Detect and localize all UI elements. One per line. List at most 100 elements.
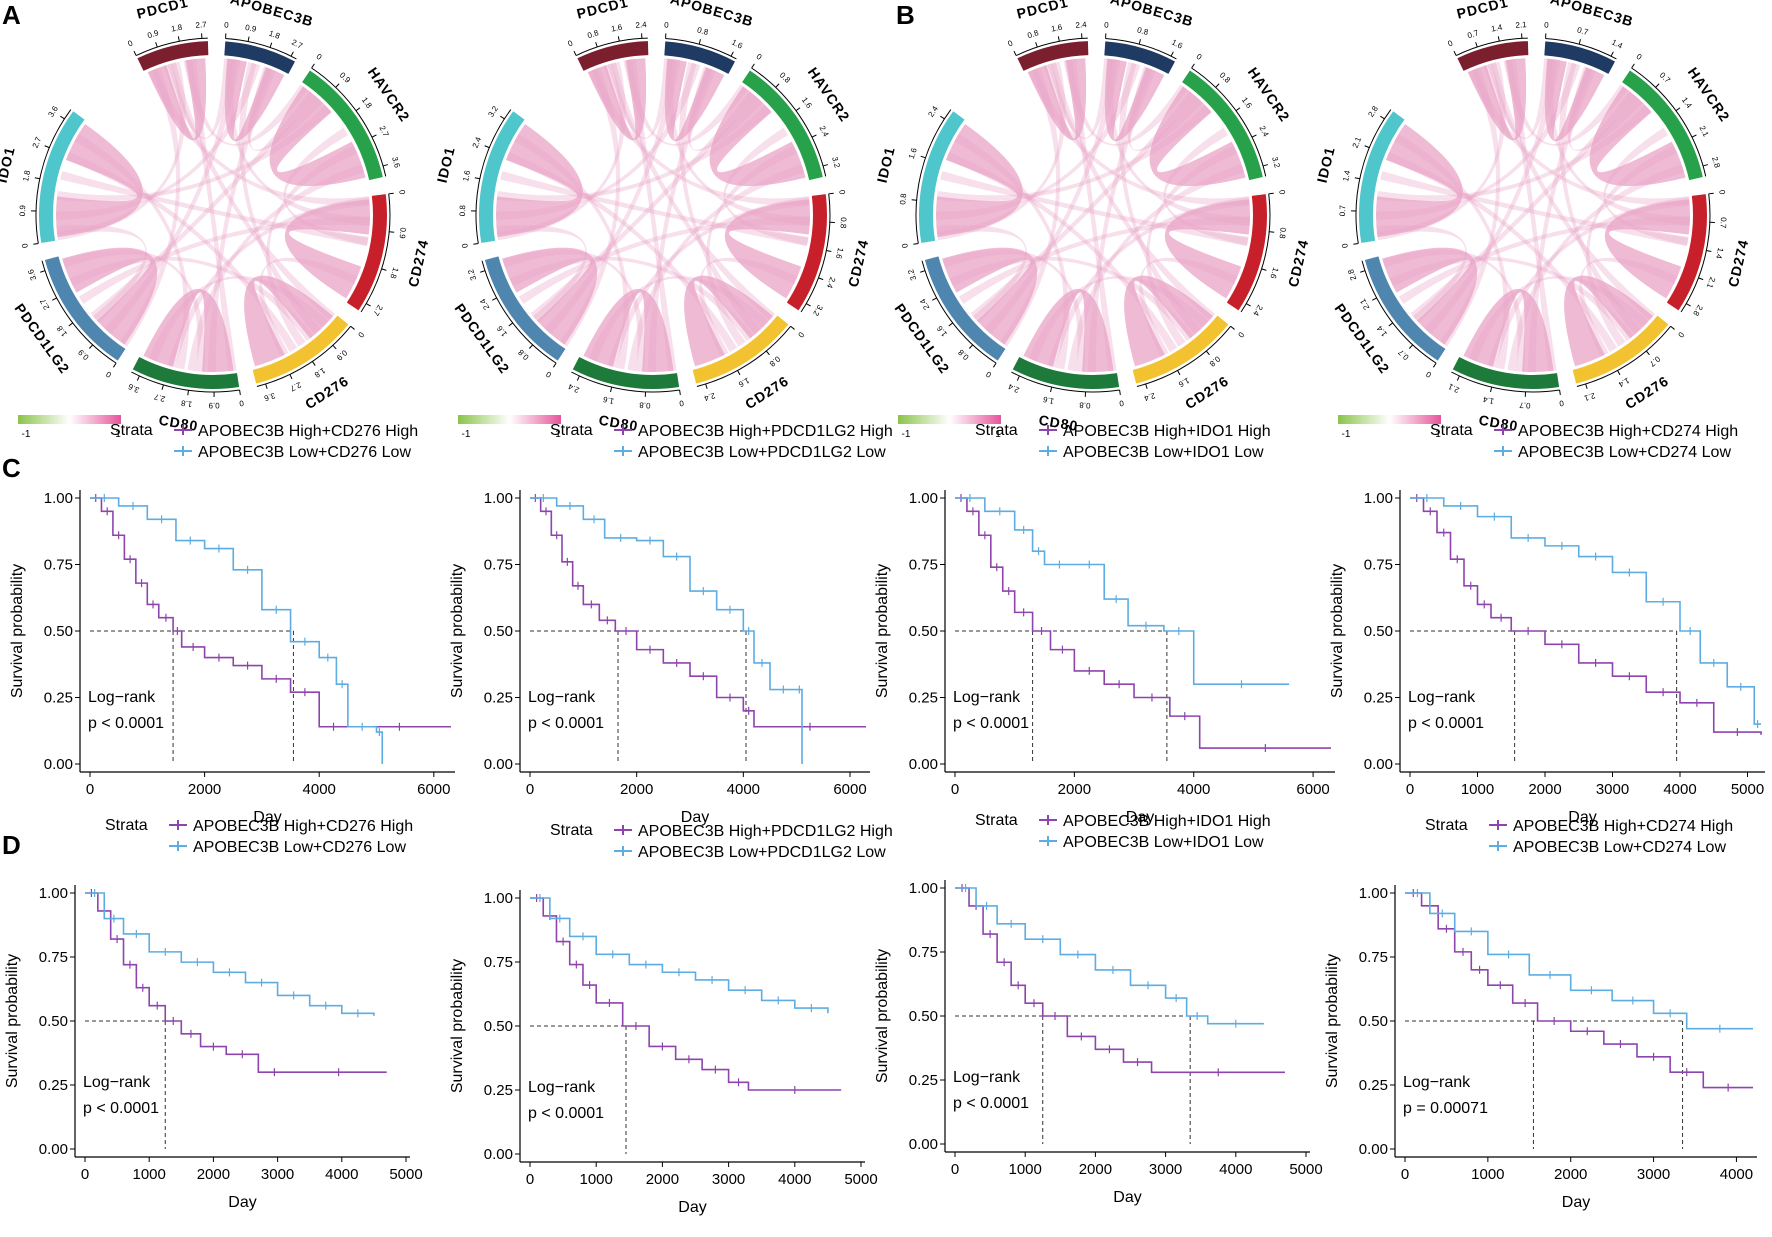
y-axis-title: Survival probability: [874, 949, 891, 1083]
chord-link: [163, 58, 233, 139]
p-value: p < 0.0001: [953, 1095, 1029, 1112]
tick-mark: [1191, 63, 1195, 69]
tick-mark: [68, 322, 74, 327]
tick-mark: [1261, 268, 1267, 271]
tick-label: 2.1: [1446, 382, 1460, 395]
sector-axis: [1576, 325, 1672, 387]
tick-label: 2.7: [290, 38, 304, 51]
tick-mark: [1235, 107, 1241, 112]
tick-mark: [795, 107, 801, 112]
x-tick-label: 5000: [1289, 1161, 1322, 1178]
tick-mark: [1170, 51, 1174, 57]
tick-label: 2.7: [31, 135, 44, 149]
y-tick-label: 0.75: [44, 557, 73, 574]
tick-label: 0.8: [898, 193, 908, 205]
tick-label: 0.8: [767, 354, 782, 368]
x-axis-title: Day: [1568, 809, 1596, 826]
chord-link: [496, 61, 626, 241]
x-tick-label: 4000: [1219, 1161, 1252, 1178]
x-tick-label: 4000: [778, 1171, 811, 1188]
sector-cd276: [252, 315, 349, 384]
sector-havcr2: [1622, 70, 1703, 181]
gene-label-apobec3b: APOBEC3B: [229, 0, 316, 30]
tick-mark: [1050, 386, 1053, 393]
tick-mark: [1177, 370, 1181, 376]
sector-axis: [1105, 37, 1177, 60]
tick-label: 2.1: [1697, 124, 1710, 138]
chord-link: [1507, 58, 1557, 372]
tick-label: 1.6: [935, 324, 949, 339]
y-tick-label: 0.50: [484, 1018, 513, 1035]
tick-label: 1.6: [461, 169, 472, 182]
gene-label-havcr2: HAVCR2: [365, 64, 414, 125]
sector-ido1: [39, 111, 85, 243]
tick-label: 2.4: [1251, 303, 1265, 318]
y-tick-label: 0.50: [909, 1008, 938, 1025]
tick-label: 1.8: [21, 169, 32, 182]
tick-mark: [822, 164, 829, 167]
x-tick-label: 1000: [1471, 1166, 1504, 1183]
chord-link: [940, 171, 1249, 247]
sector-axis: [475, 109, 512, 244]
tick-mark: [133, 50, 137, 56]
tick-label: 1.6: [1042, 394, 1055, 405]
chord-link: [1564, 275, 1654, 367]
tick-mark: [826, 250, 832, 253]
tick-mark: [1035, 42, 1038, 48]
gene-label-havcr2: HAVCR2: [1245, 64, 1294, 125]
tick-mark: [737, 370, 741, 376]
tick-label: 0: [544, 369, 553, 379]
tick-mark: [968, 344, 974, 349]
logrank-label: Log−rank: [1408, 689, 1476, 706]
x-tick-label: 0: [1401, 1166, 1409, 1183]
sector-axis: [1361, 260, 1437, 364]
sector-axis: [1545, 37, 1617, 60]
tick-mark: [1119, 389, 1121, 396]
survival-curve-low: [1410, 497, 1761, 725]
x-tick-label: 5000: [389, 1166, 422, 1183]
sector-cd276: [1572, 315, 1669, 384]
legend-title: Strata: [110, 422, 153, 439]
chord-link: [1463, 288, 1554, 372]
sector-axis: [41, 260, 117, 364]
panel-label-c: C: [2, 453, 21, 483]
x-tick-label: 2000: [1554, 1166, 1587, 1183]
chord-link: [143, 288, 234, 372]
chord-link: [1067, 58, 1117, 372]
tick-label: 0.8: [696, 25, 710, 37]
tick-mark: [508, 322, 514, 327]
sector-cd276: [692, 315, 789, 384]
legend-title: Strata: [975, 422, 1018, 439]
tick-mark: [1698, 277, 1704, 281]
gene-label-cd80: CD80: [1478, 412, 1520, 434]
x-tick-label: 0: [951, 1161, 959, 1178]
tick-mark: [1585, 383, 1588, 389]
tick-label: 1.6: [834, 247, 845, 260]
tick-mark: [1379, 115, 1385, 120]
p-value: p < 0.0001: [528, 1105, 604, 1122]
tick-mark: [775, 83, 780, 88]
km-plot-C2: 0.00 0.25 0.50 0.75 1.00 0 2000 4000 6000 Day Surv…: [449, 422, 893, 826]
tick-mark: [161, 384, 164, 390]
tick-label: 0: [1104, 20, 1110, 29]
chord-link: [56, 61, 186, 241]
tick-label: 0.8: [1218, 71, 1233, 86]
tick-mark: [1617, 370, 1621, 376]
sector-axis: [1191, 67, 1267, 177]
tick-label: 0: [1118, 398, 1124, 408]
gene-label-pdcd1lg2: PDCD1LG2: [892, 300, 953, 376]
y-tick-label: 0.50: [39, 1013, 68, 1030]
x-tick-label: 4000: [325, 1166, 358, 1183]
sector-axis: [751, 67, 827, 177]
logrank-label: Log−rank: [1403, 1074, 1471, 1091]
gene-label-pdcd1lg2: PDCD1LG2: [1332, 300, 1393, 376]
y-tick-label: 0.25: [44, 690, 73, 707]
chord-link: [1376, 123, 1463, 238]
x-tick-label: 4000: [727, 781, 760, 798]
survival-curve-high: [530, 897, 842, 1091]
tick-label: 1.4: [1680, 96, 1694, 111]
tick-label: 0: [1558, 398, 1564, 408]
tick-mark: [40, 270, 46, 273]
sector-cd276: [1132, 315, 1229, 384]
tick-mark: [350, 325, 355, 330]
